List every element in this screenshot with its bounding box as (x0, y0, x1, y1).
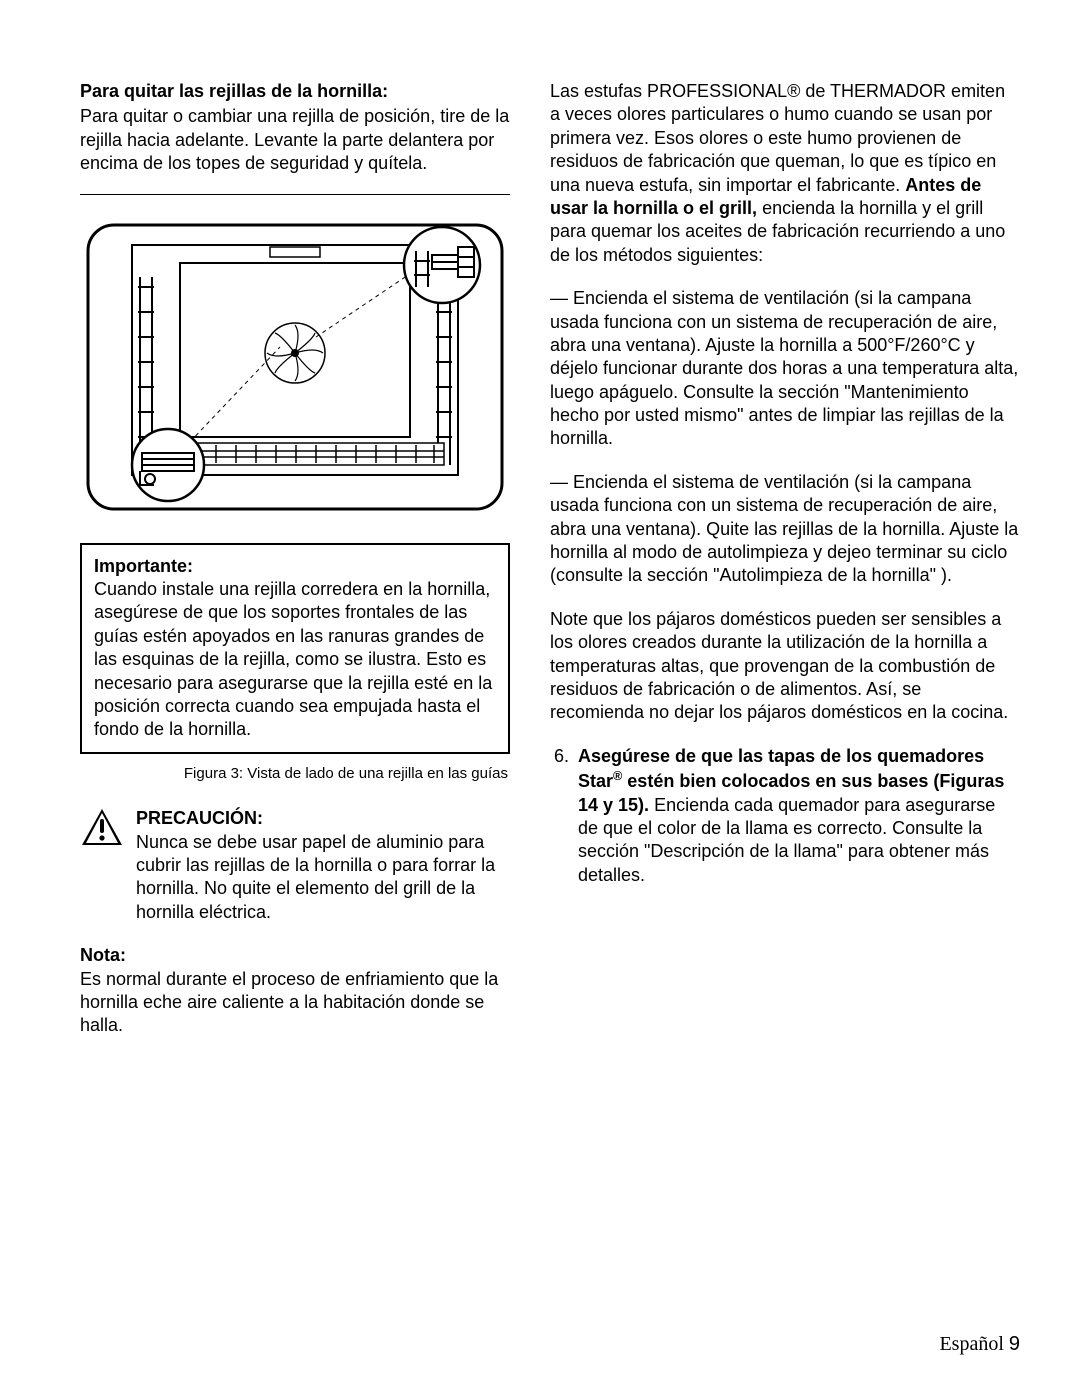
intro-paragraph: Las estufas PROFESSIONAL® de THERMADOR e… (550, 80, 1020, 267)
method-1: — Encienda el sistema de ventilación (si… (550, 287, 1020, 451)
importante-label: Importante: (94, 556, 193, 576)
step-6-list: Asegúrese de que las tapas de los quemad… (550, 745, 1020, 887)
oven-diagram-svg (80, 217, 510, 517)
method-2: — Encienda el sistema de ventilación (si… (550, 471, 1020, 588)
precaution-text-wrap: PRECAUCIÓN: Nunca se debe usar papel de … (136, 807, 510, 924)
page-body: Para quitar las rejillas de la hornilla:… (0, 0, 1080, 1098)
divider (80, 194, 510, 195)
step6-sup: ® (613, 769, 622, 783)
footer-page-number: 9 (1009, 1333, 1020, 1355)
importante-text: Cuando instale una rejilla corredera en … (94, 579, 492, 739)
nota-label: Nota: (80, 945, 126, 965)
nota-text: Es normal durante el proceso de enfriami… (80, 969, 498, 1036)
oven-figure (80, 217, 510, 517)
birds-warning: Note que los pájaros domésticos pueden s… (550, 608, 1020, 725)
right-column: Las estufas PROFESSIONAL® de THERMADOR e… (550, 80, 1020, 1038)
remove-racks-text: Para quitar o cambiar una rejilla de pos… (80, 105, 510, 175)
page-footer: Español 9 (939, 1331, 1020, 1357)
remove-racks-heading: Para quitar las rejillas de la hornilla: (80, 80, 510, 103)
nota-block: Nota: Es normal durante el proceso de en… (80, 944, 510, 1038)
precaution-label: PRECAUCIÓN: (136, 808, 263, 828)
footer-language: Español (939, 1333, 1003, 1355)
figure-caption: Figura 3: Vista de lado de una rejilla e… (80, 764, 508, 784)
precaution-text: Nunca se debe usar papel de aluminio par… (136, 832, 495, 922)
warning-icon (80, 807, 124, 847)
importante-box: Importante: Cuando instale una rejilla c… (80, 543, 510, 754)
precaution-block: PRECAUCIÓN: Nunca se debe usar papel de … (80, 807, 510, 924)
step-6: Asegúrese de que las tapas de los quemad… (574, 745, 1020, 887)
left-column: Para quitar las rejillas de la hornilla:… (80, 80, 510, 1038)
